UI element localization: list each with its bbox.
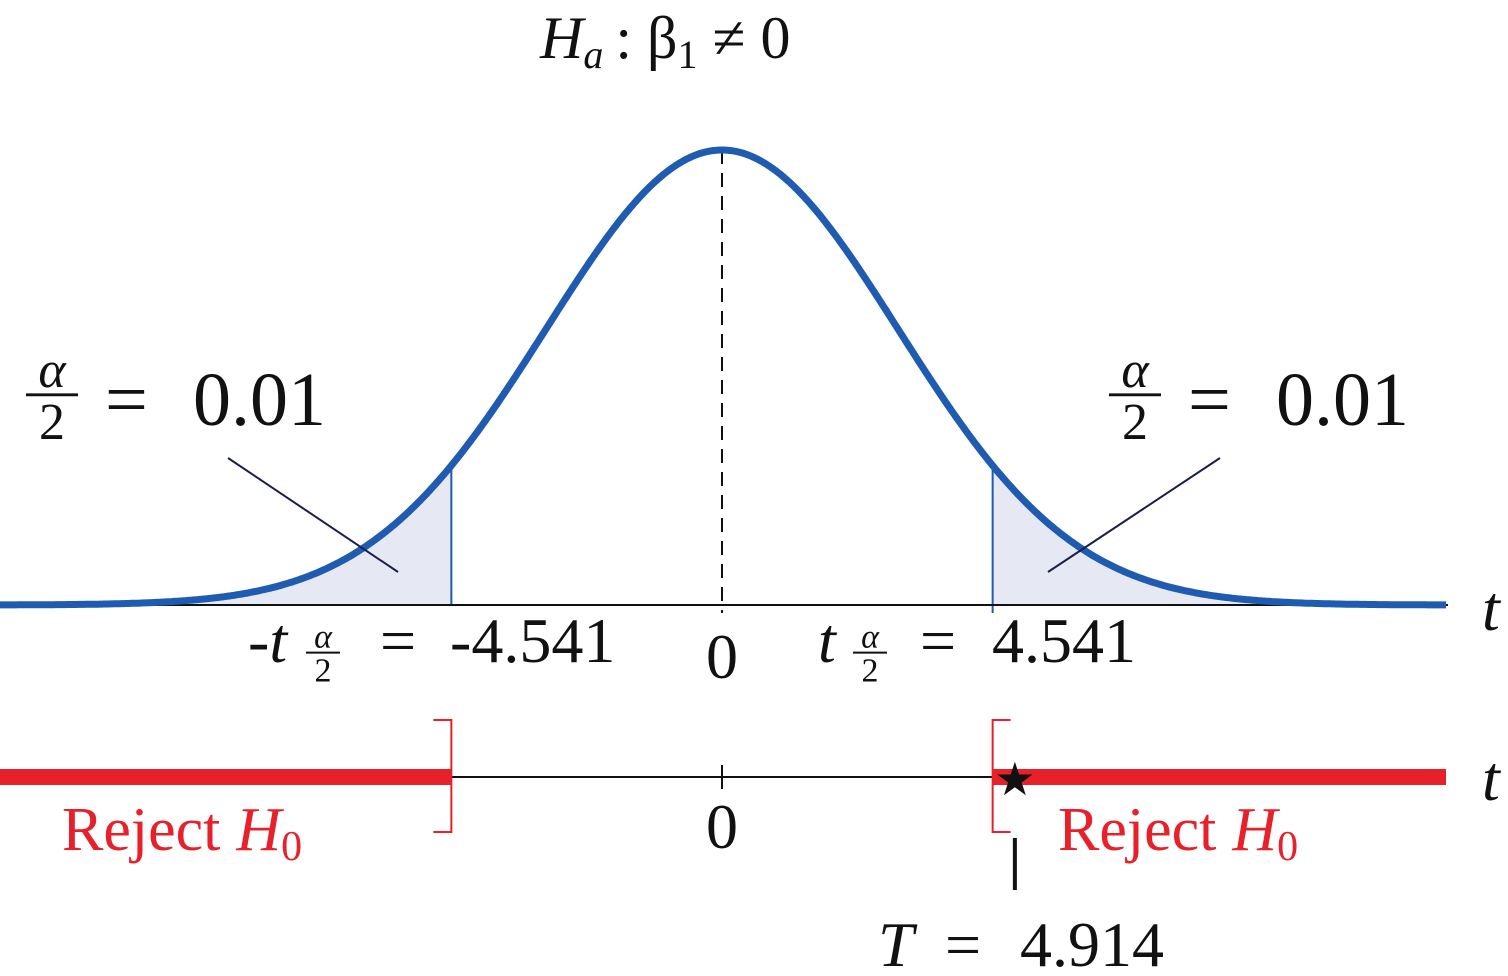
- reject-sub: 0: [1277, 824, 1298, 870]
- right-critical-value: 4.541: [992, 605, 1136, 676]
- left-sub-den: 2: [315, 653, 332, 690]
- density-curve: [0, 146, 1446, 609]
- right-critical-equals: =: [920, 605, 956, 676]
- reject-var: H: [235, 796, 284, 864]
- reject-var: H: [1231, 796, 1280, 864]
- tail-value: 0.01: [1276, 358, 1409, 442]
- left-tail-area: [2, 465, 452, 605]
- axis-label: t: [1482, 743, 1502, 814]
- left-critical-prefix: -t: [248, 605, 289, 676]
- tail-equals: =: [1188, 358, 1231, 442]
- statistic-star: ★: [994, 754, 1035, 805]
- reject-word: Reject: [62, 796, 220, 864]
- right-sub-num: α: [861, 619, 880, 656]
- hyp-tail: ≠ 0: [698, 5, 791, 71]
- tail-fraction-num: α: [38, 342, 67, 399]
- reject-label: Reject H0: [62, 796, 302, 870]
- statistic-equals: =: [945, 909, 981, 976]
- reject-word: Reject: [1058, 796, 1216, 864]
- center-label: 0: [706, 621, 738, 692]
- hypothesis: Ha : β1 ≠ 0: [539, 5, 790, 77]
- reject-label: Reject H0: [1058, 796, 1298, 870]
- statistic-value: 4.914: [1020, 909, 1164, 976]
- tail-fraction-num: α: [1121, 342, 1150, 399]
- left-bracket: [433, 719, 453, 833]
- center-label: 0: [706, 791, 738, 862]
- left-critical-value: -4.541: [450, 605, 615, 676]
- statistic-label: T: [878, 909, 918, 976]
- right-critical-prefix: t: [818, 605, 838, 676]
- axis-label: t: [1482, 573, 1502, 644]
- tail-fraction-den: 2: [39, 394, 65, 451]
- right-bracket: [991, 719, 1011, 833]
- tail-fraction-den: 2: [1122, 394, 1148, 451]
- left-critical-equals: =: [380, 605, 416, 676]
- right-sub-den: 2: [862, 653, 879, 690]
- right-tail-area: [992, 465, 1446, 605]
- left-sub-num: α: [314, 619, 333, 656]
- leader-line: [227, 457, 399, 573]
- hyp-lhs: H: [539, 5, 587, 71]
- hyp-rhs-sub: 1: [678, 32, 698, 77]
- tail-value: 0.01: [193, 358, 326, 442]
- leader-line: [1047, 457, 1221, 573]
- reject-sub: 0: [281, 824, 302, 870]
- tail-equals: =: [105, 358, 148, 442]
- hyp-rhs: : β: [615, 5, 677, 71]
- hyp-lhs-sub: a: [583, 32, 603, 77]
